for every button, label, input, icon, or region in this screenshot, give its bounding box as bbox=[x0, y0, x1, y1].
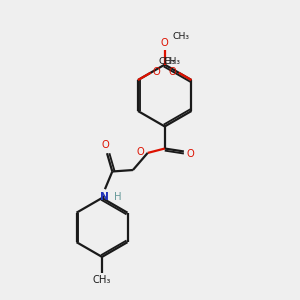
Text: O: O bbox=[169, 67, 177, 77]
Text: CH₃: CH₃ bbox=[93, 275, 111, 285]
Text: O: O bbox=[187, 148, 195, 158]
Text: CH₃: CH₃ bbox=[173, 32, 190, 41]
Text: CH₃: CH₃ bbox=[163, 57, 180, 66]
Text: O: O bbox=[161, 38, 169, 47]
Text: O: O bbox=[137, 147, 145, 158]
Text: H: H bbox=[114, 191, 122, 202]
Text: N: N bbox=[100, 192, 109, 202]
Text: CH₃: CH₃ bbox=[158, 57, 175, 66]
Text: O: O bbox=[153, 67, 160, 77]
Text: O: O bbox=[102, 140, 110, 150]
